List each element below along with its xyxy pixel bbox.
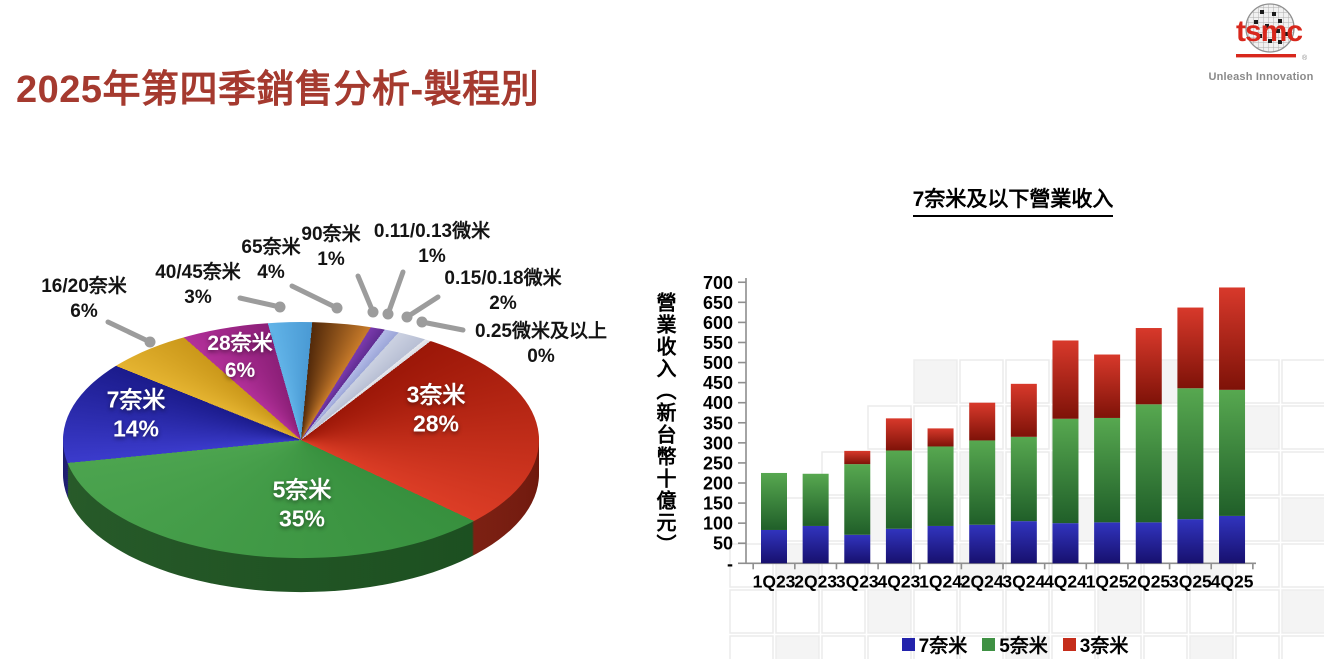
pie-label-90奈米: 90奈米 1%: [301, 223, 361, 270]
svg-text:100: 100: [703, 514, 733, 534]
legend-swatch-5nm: [982, 638, 996, 651]
logo-underline: [1236, 54, 1296, 58]
pie-label-5奈米: 5奈米 35%: [272, 476, 332, 532]
pie-label-65奈米: 65奈米 4%: [241, 236, 301, 283]
pie-label-40/45奈米: 40/45奈米 3%: [155, 261, 241, 308]
page-title: 2025年第四季銷售分析-製程別: [16, 69, 540, 111]
svg-text:2Q25: 2Q25: [1127, 571, 1170, 591]
registered-mark: ®: [1302, 54, 1308, 62]
svg-text:550: 550: [703, 333, 733, 353]
pie-label-28奈米: 28奈米 6%: [207, 332, 273, 382]
legend-item-3nm: 3奈米: [1062, 631, 1128, 658]
tsmc-logo-mark: tsmc ®: [1236, 3, 1308, 62]
tsmc-wordmark: tsmc: [1236, 15, 1302, 48]
svg-text:450: 450: [703, 373, 733, 393]
svg-text:1Q25: 1Q25: [1086, 571, 1129, 591]
legend-swatch-7nm: [901, 638, 915, 651]
pie-label-3奈米: 3奈米 28%: [406, 381, 466, 437]
svg-text:200: 200: [703, 474, 733, 494]
legend-swatch-3nm: [1062, 638, 1076, 651]
svg-text:3Q23: 3Q23: [836, 571, 879, 591]
pie-label-7奈米: 7奈米 14%: [106, 386, 166, 442]
svg-text:350: 350: [703, 413, 733, 433]
legend-item-5nm: 5奈米: [982, 631, 1048, 658]
svg-text:1Q24: 1Q24: [919, 571, 962, 591]
y-axis-label: 營業收入（新台幣十億元）: [653, 292, 675, 556]
svg-text:250: 250: [703, 453, 733, 473]
svg-text:650: 650: [703, 293, 733, 313]
pie-label-0.25微米及以上: 0.25微米及以上 0%: [475, 320, 607, 367]
svg-text:1Q23: 1Q23: [753, 571, 796, 591]
svg-text:500: 500: [703, 353, 733, 373]
svg-text:2Q24: 2Q24: [961, 571, 1004, 591]
svg-text:3Q24: 3Q24: [1002, 571, 1045, 591]
svg-text:700: 700: [703, 273, 733, 293]
svg-text:3Q25: 3Q25: [1169, 571, 1212, 591]
svg-text:400: 400: [703, 393, 733, 413]
svg-text:4Q24: 4Q24: [1044, 571, 1087, 591]
svg-text:50: 50: [713, 534, 733, 554]
wafer-die-dots: [1254, 10, 1288, 44]
revenue-bar-chart: -501001502002503003504004505005506006507…: [703, 273, 1256, 591]
logo-tagline: Unleash Innovation: [1208, 71, 1314, 83]
legend-item-7nm: 7奈米: [901, 631, 967, 658]
bar-legend: 7奈米 5奈米 3奈米: [820, 631, 1210, 658]
process-pie-chart: [63, 322, 539, 593]
tsmc-logo: tsmc ® Unleash Innovation: [1198, 2, 1324, 83]
svg-text:300: 300: [703, 433, 733, 453]
svg-text:150: 150: [703, 494, 733, 514]
pie-label-16/20奈米: 16/20奈米 6%: [41, 275, 127, 322]
svg-text:4Q23: 4Q23: [878, 571, 921, 591]
svg-text:2Q23: 2Q23: [794, 571, 837, 591]
bar-chart-title: 7奈米及以下營業收入: [890, 183, 1136, 217]
pie-label-0.15/0.18微米: 0.15/0.18微米 2%: [444, 267, 562, 314]
svg-text:4Q25: 4Q25: [1211, 571, 1254, 591]
pie-top-face: [63, 322, 539, 559]
svg-text:-: -: [727, 554, 733, 574]
pie-label-0.11/0.13微米: 0.11/0.13微米 1%: [373, 220, 491, 267]
svg-text:600: 600: [703, 313, 733, 333]
